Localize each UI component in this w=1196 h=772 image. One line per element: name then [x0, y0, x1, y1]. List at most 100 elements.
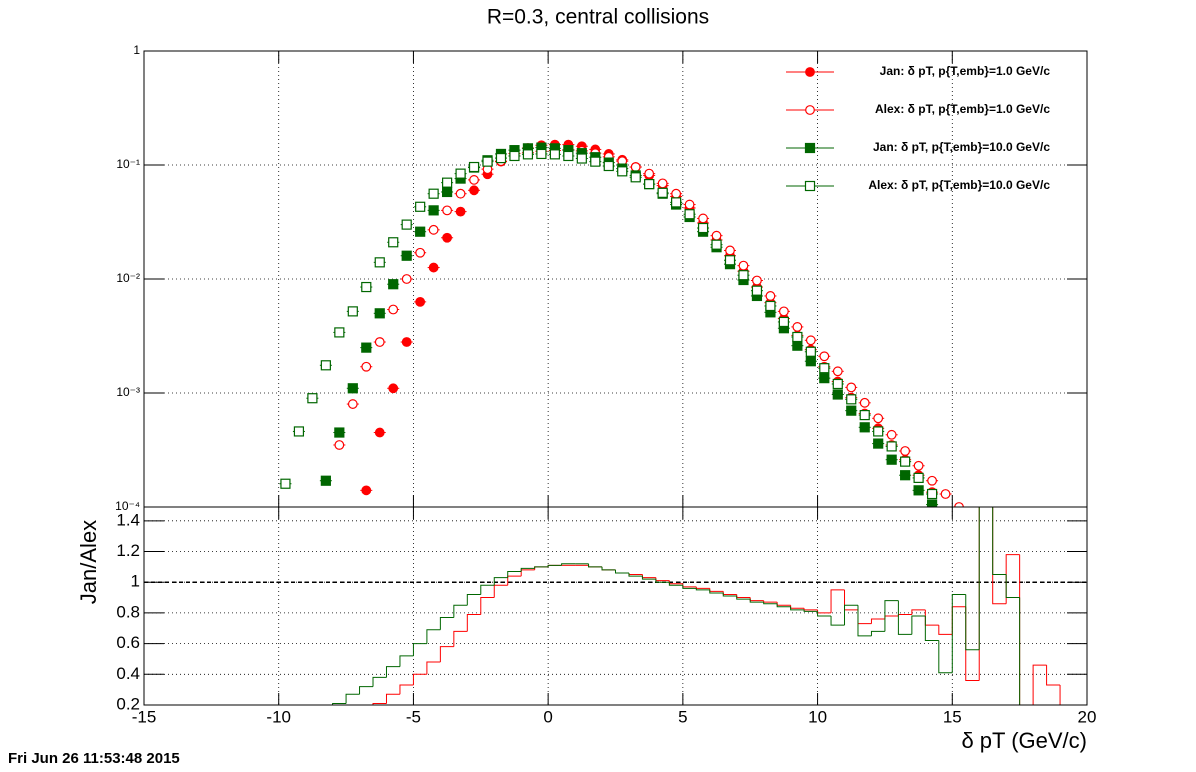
histogram-bin: [965, 594, 980, 651]
data-point: [442, 205, 453, 216]
histogram-bin: [803, 609, 818, 612]
histogram-bin: [736, 596, 751, 600]
histogram-bin: [453, 630, 468, 647]
data-point: [374, 427, 385, 438]
data-point: [563, 150, 574, 162]
data-point: [778, 306, 789, 317]
histogram-bin: [520, 567, 535, 572]
data-point: [832, 389, 843, 400]
data-point: [347, 399, 358, 409]
histogram-bin: [655, 579, 670, 583]
histogram-bin: [1046, 665, 1061, 686]
data-point: [671, 188, 682, 199]
data-point: [886, 441, 897, 452]
histogram-bin: [547, 564, 562, 567]
x-tick-label: -15: [132, 707, 157, 726]
data-point: [886, 454, 897, 465]
histogram-bin: [588, 563, 603, 568]
data-point: [415, 247, 426, 258]
data-point: [469, 185, 479, 196]
histogram-bin: [992, 507, 1007, 576]
data-point: [671, 197, 682, 208]
data-point: [347, 306, 358, 317]
data-point: [468, 161, 480, 173]
data-point: [778, 316, 789, 328]
histogram-bin: [601, 566, 616, 571]
data-point: [805, 356, 816, 367]
histogram-bin: [1032, 664, 1047, 705]
histogram-bin: [466, 613, 481, 632]
data-point: [320, 475, 331, 486]
x-tick-label: -10: [266, 707, 291, 726]
data-point: [846, 405, 857, 416]
y-tick-label: 10⁻¹: [116, 157, 140, 171]
histogram-bin: [439, 617, 454, 630]
data-point: [926, 499, 938, 507]
data-point: [374, 337, 385, 347]
histogram-bin: [615, 569, 629, 574]
data-point: [927, 475, 937, 486]
data-point: [522, 149, 534, 160]
data-point: [428, 205, 439, 216]
histogram-bin: [399, 655, 414, 667]
y-tick-label: 0.6: [116, 633, 140, 652]
histogram-bin: [641, 576, 656, 580]
histogram-bin: [763, 602, 778, 605]
data-point: [805, 335, 816, 346]
data-point: [697, 222, 709, 234]
data-point: [630, 172, 641, 183]
data-point: [926, 488, 938, 500]
legend-label: Alex: δ pT, p{T,emb}=10.0 GeV/c: [868, 178, 1050, 192]
data-point: [428, 188, 439, 199]
data-point: [873, 438, 884, 449]
histogram-bin: [372, 702, 387, 705]
data-point: [361, 281, 372, 293]
data-point: [873, 413, 884, 424]
y-tick-label: 1.4: [116, 510, 140, 529]
histogram-bin: [480, 584, 495, 595]
data-point: [617, 166, 628, 177]
data-point: [940, 489, 951, 499]
y-tick-label: 10⁻²: [116, 271, 140, 285]
histogram-bin: [628, 573, 643, 577]
data-point: [334, 440, 345, 450]
data-point: [738, 270, 749, 281]
data-point: [428, 224, 439, 235]
histogram-bin: [911, 609, 926, 615]
data-point: [819, 363, 830, 374]
legend-marker: [804, 142, 816, 154]
data-point: [374, 308, 385, 319]
data-point: [792, 331, 803, 343]
histogram-bin: [924, 615, 939, 642]
histogram-bin: [453, 604, 468, 618]
data-point: [859, 409, 870, 421]
legend-label: Alex: δ pT, p{T,emb}=1.0 GeV/c: [875, 102, 1050, 116]
data-point: [630, 162, 641, 172]
data-point: [765, 300, 776, 312]
histogram-bin: [534, 566, 549, 569]
legend-marker: [804, 180, 816, 192]
data-point: [738, 260, 749, 271]
data-point: [442, 232, 453, 243]
data-point: [711, 230, 722, 241]
histogram-bin: [695, 588, 710, 591]
histogram-bin: [345, 693, 360, 704]
x-tick-label: 5: [678, 707, 687, 726]
histogram-bin: [1059, 685, 1061, 705]
ratio-frame: [143, 506, 1088, 706]
data-point: [361, 361, 372, 372]
data-point: [832, 378, 843, 390]
histogram-bin: [897, 600, 912, 635]
data-point: [334, 327, 345, 338]
data-point: [469, 175, 479, 185]
data-point: [900, 470, 911, 481]
data-point: [576, 153, 587, 164]
histogram-bin: [776, 603, 791, 608]
histogram-bin: [911, 615, 926, 635]
data-point: [900, 446, 911, 456]
y-axis-title: Jan/Alex: [76, 520, 101, 604]
x-tick-label: -5: [406, 707, 421, 726]
histogram-bin: [412, 643, 427, 656]
data-point: [913, 472, 924, 483]
data-point: [752, 275, 762, 286]
